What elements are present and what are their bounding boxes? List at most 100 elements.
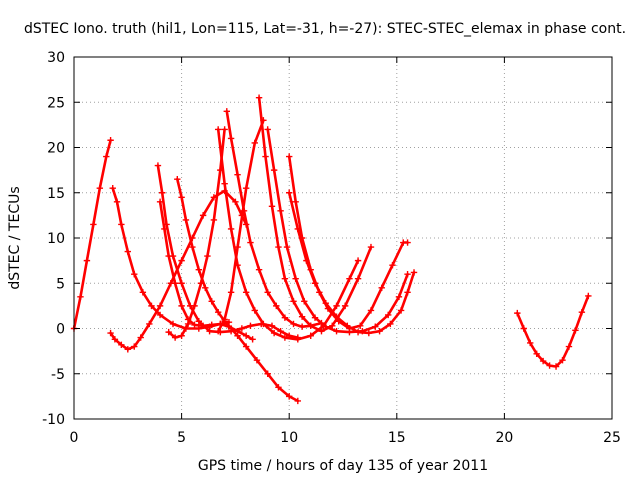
y-tick-label: 5 [56,276,65,292]
x-axis-label: GPS time / hours of day 135 of year 2011 [198,458,488,474]
data-point [107,329,114,337]
data-point [109,185,116,192]
data-point [242,343,250,350]
data-point [552,363,560,370]
data-point [204,252,211,260]
ticks [73,56,613,420]
data-point [232,198,239,205]
data-point [251,307,258,314]
data-point [404,289,411,296]
y-tick-labels: -10 -5 0 5 10 15 20 25 30 [42,50,65,428]
data-series-1 [109,185,233,332]
data-point [533,350,540,358]
data-point [546,362,553,369]
series-line [72,139,112,330]
data-point [242,185,250,192]
data-point [281,275,289,282]
series-line [158,200,254,341]
data-point [208,298,215,305]
data-point [307,322,314,329]
data-point [277,328,284,335]
data-point [354,257,362,264]
data-point [292,275,299,282]
data-point [195,266,203,273]
data-point [344,322,351,329]
grid [74,57,612,419]
data-point [161,225,168,233]
y-tick-label: 20 [47,141,65,157]
data-point [202,284,209,291]
data-point [255,266,263,273]
data-point [275,384,282,391]
data-point [178,332,185,339]
data-point [367,243,375,251]
data-point [221,180,228,187]
data-point [83,257,91,264]
data-point [268,203,276,210]
data-point [286,393,293,400]
data-point [565,343,573,350]
series-line [257,96,373,333]
data-point [311,280,319,287]
chart-title: dSTEC Iono. truth (hil1, Lon=115, Lat=-3… [24,21,626,37]
y-tick-label: -10 [42,412,65,428]
data-point [178,257,185,264]
series-line [287,155,409,330]
data-point [165,328,172,336]
data-point [333,302,340,310]
data-point [178,302,185,310]
data-point [585,292,592,300]
data-point [191,302,198,310]
data-point [234,171,241,178]
data-point [311,314,319,321]
data-point [264,370,271,377]
data-point [210,216,218,224]
data-point [221,316,228,323]
y-tick-label: 15 [47,186,65,202]
data-point [195,318,203,325]
data-point [111,336,119,343]
data-series-5 [165,126,228,341]
data-point [171,334,179,341]
data-point [234,243,241,251]
data-point [178,280,185,287]
data-point [156,311,164,319]
data-point [214,126,222,133]
data-series-13 [286,189,418,337]
data-point [333,313,340,320]
data-point [527,339,534,347]
data-point [251,139,258,147]
data-point [131,271,138,278]
data-point [90,221,97,228]
data-point [184,320,192,328]
data-point [124,248,131,255]
data-point [227,325,235,332]
series-line [515,294,590,368]
x-tick-label: 25 [603,430,621,446]
series-line [287,191,416,335]
data-point [341,302,349,310]
data-point [572,327,579,334]
data-point [268,322,276,329]
data-point [367,307,375,314]
data-point [107,137,114,144]
data-point [264,126,271,133]
y-axis-label: dSTEC / TECUs [7,186,23,289]
data-point [318,328,325,335]
data-point [333,328,340,335]
data-point [139,289,147,296]
data-point [174,175,181,183]
data-point [270,329,278,337]
data-point [292,198,299,205]
data-point [301,298,308,305]
data-point [354,328,362,336]
data-point [404,271,411,278]
x-tick-label: 10 [280,430,298,446]
data-point [223,108,230,115]
data-point [118,221,125,228]
data-point [290,298,297,305]
data-point [77,293,84,301]
data-point [303,257,310,264]
data-point [118,341,125,348]
